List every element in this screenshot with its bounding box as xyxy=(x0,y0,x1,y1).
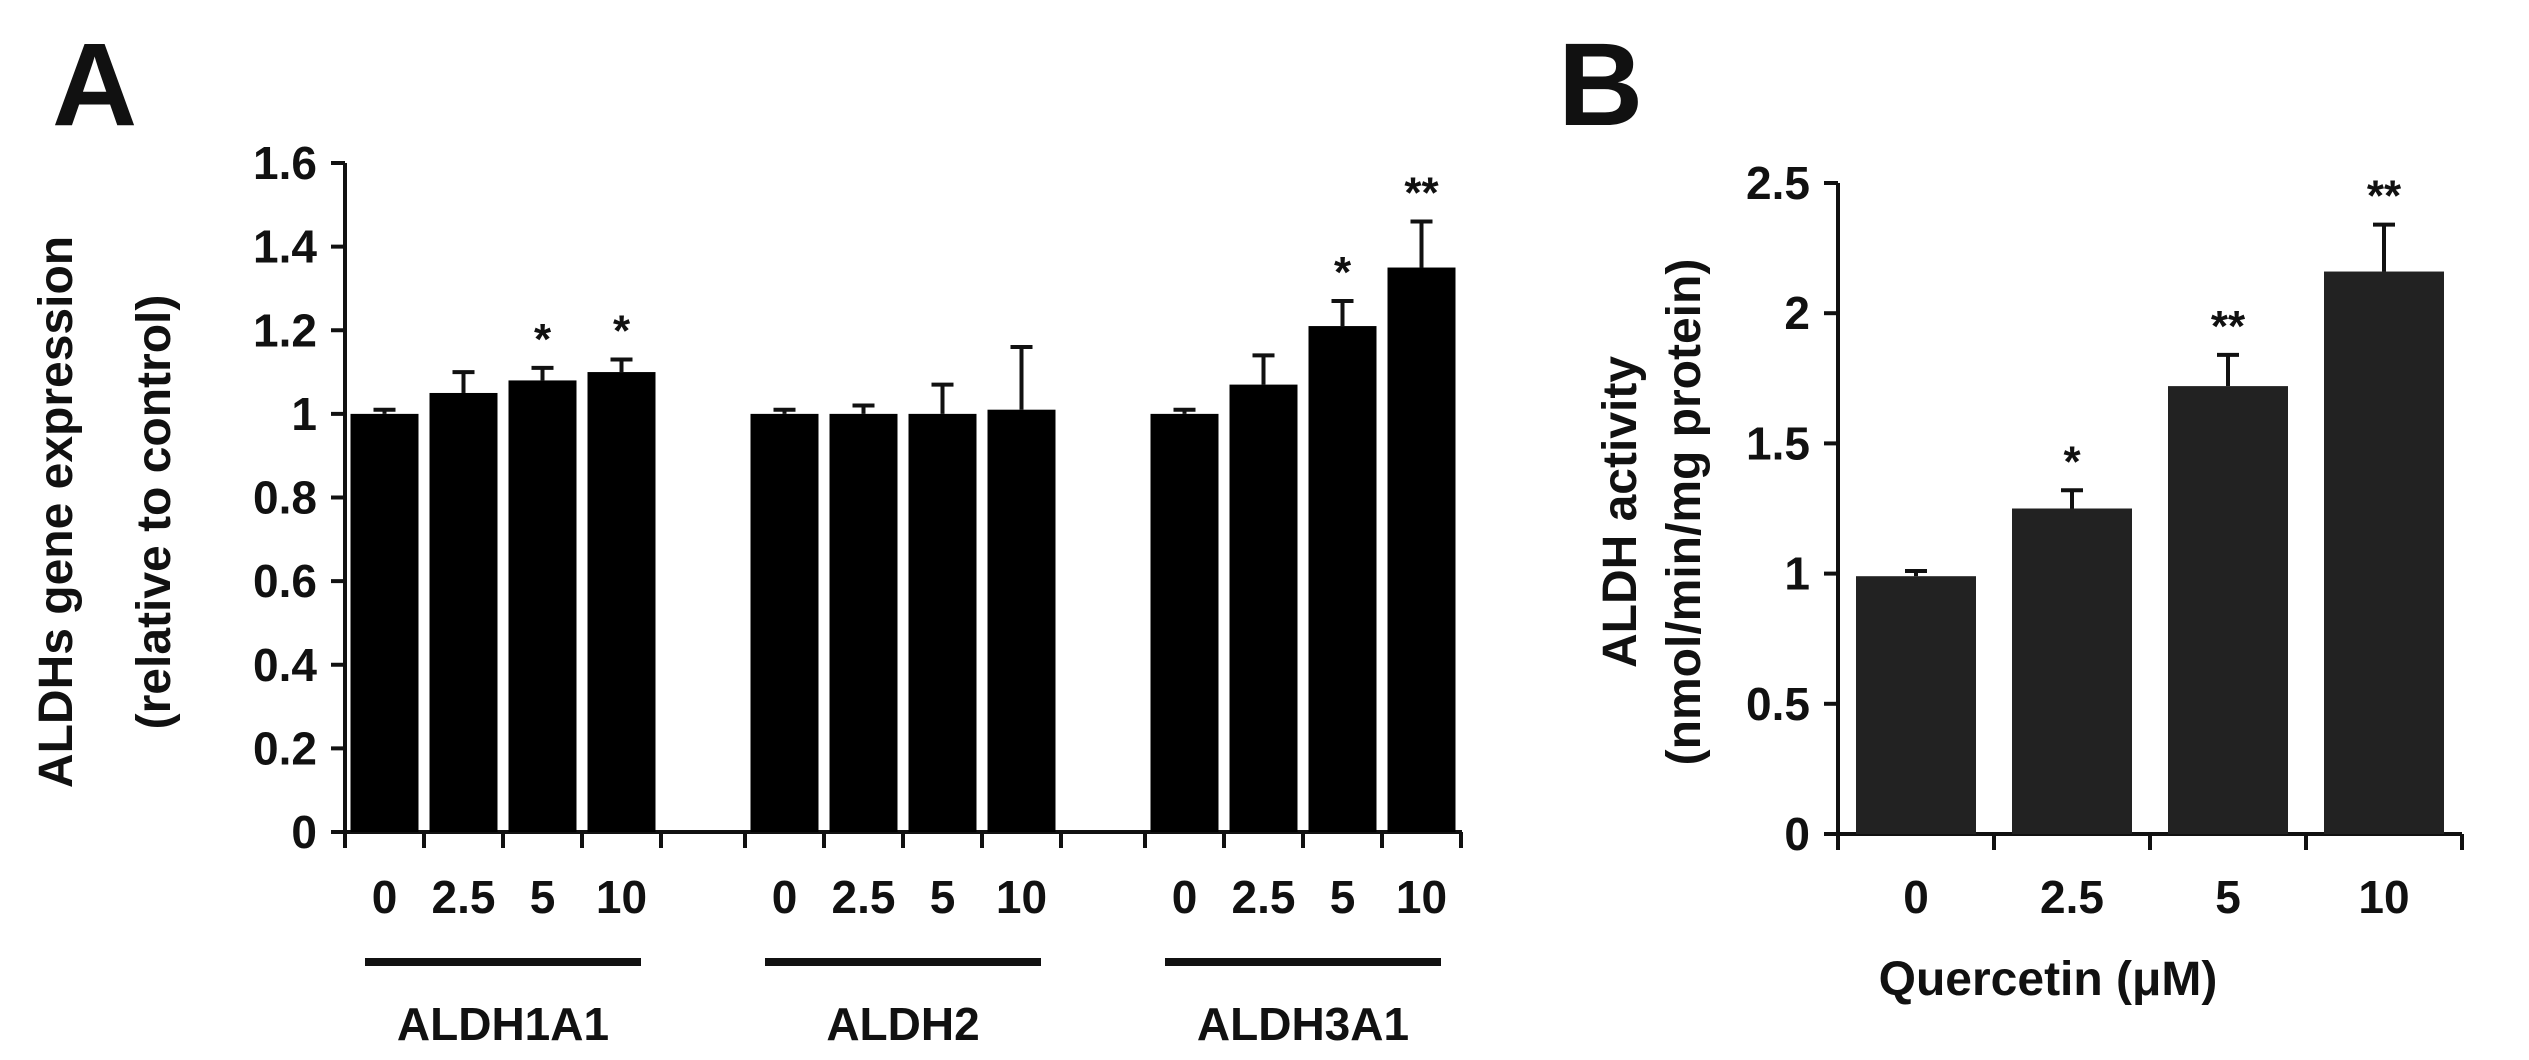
chart-a-bar xyxy=(587,372,656,832)
chart-a-significance: ** xyxy=(1404,169,1439,218)
chart-a-bars: * **** xyxy=(350,169,1456,832)
chart-b-ytick-label: 2.5 xyxy=(1746,157,1810,209)
chart-a-xtick-label: 10 xyxy=(596,871,647,923)
chart-a-group-label: ALDH2 xyxy=(826,998,979,1050)
chart-a-ytick-label: 1 xyxy=(291,388,317,440)
chart-a-ytick-label: 0.4 xyxy=(253,639,317,691)
chart-a-bar xyxy=(1308,326,1377,832)
chart-b-xtick-label: 2.5 xyxy=(2040,871,2104,923)
chart-a-xtick-label: 0 xyxy=(372,871,398,923)
chart-a-ylabel-line2: (relative to control) xyxy=(128,295,181,730)
chart-a-xtick-label: 2.5 xyxy=(832,871,896,923)
chart-b-xlabel: Quercetin (μM) xyxy=(1879,953,2218,1006)
chart-a-xtick-label: 2.5 xyxy=(1232,871,1296,923)
chart-a-ylabel: ALDHs gene expression (relative to contr… xyxy=(30,236,181,788)
chart-b-xtick-label: 5 xyxy=(2215,871,2241,923)
chart-a-bar xyxy=(750,413,819,832)
panel-a-letter: A xyxy=(52,19,137,151)
chart-a-ytick-label: 0 xyxy=(291,806,317,858)
chart-b-xtick-label: 10 xyxy=(2358,871,2409,923)
chart-a-bar xyxy=(350,413,419,832)
chart-a-ytick-label: 0.8 xyxy=(253,472,317,524)
chart-a-bar xyxy=(1387,267,1456,832)
panel-b-letter: B xyxy=(1558,19,1643,151)
chart-a-xtick-label: 5 xyxy=(530,871,556,923)
chart-a-bar xyxy=(1150,413,1219,832)
chart-b-ylabel-line2: (nmol/min/mg protein) xyxy=(1658,259,1711,766)
chart-a-significance: * xyxy=(1334,248,1352,297)
chart-a-bar xyxy=(1229,384,1298,832)
chart-a-ylabel-line1: ALDHs gene expression xyxy=(30,236,83,788)
chart-a-xtick-label: 5 xyxy=(930,871,956,923)
chart-b-significance: ** xyxy=(2367,172,2402,221)
chart-a-ytick-label: 1.2 xyxy=(253,304,317,356)
chart-b-ylabel-line1: ALDH activity xyxy=(1594,356,1647,668)
chart-b-bars: ***** xyxy=(1856,172,2444,834)
chart-a-xtick-label: 2.5 xyxy=(432,871,496,923)
chart-a-ytick-label: 1.4 xyxy=(253,221,317,273)
chart-a-bar xyxy=(508,380,577,832)
chart-a-significance: * xyxy=(613,307,631,356)
chart-b-ylabel: ALDH activity (nmol/min/mg protein) xyxy=(1594,259,1711,766)
chart-a-bar xyxy=(987,409,1056,832)
chart-a-bar xyxy=(829,413,898,832)
chart-a-significance: * xyxy=(534,315,552,364)
chart-b-bar xyxy=(2324,271,2444,834)
chart-b-ytick-label: 1 xyxy=(1784,548,1810,600)
chart-a-xtick-label: 10 xyxy=(1396,871,1447,923)
chart-b-ytick-label: 2 xyxy=(1784,287,1810,339)
chart-a-xtick-label: 0 xyxy=(772,871,798,923)
chart-b-bar xyxy=(1856,576,1976,834)
chart-a-axes: 0 0.2 0.4 0.6 0.8 1 1.2 1.4 1.6 0 2.5 5 10 ALDH1A1 0 2.… xyxy=(253,137,1463,1050)
chart-a-xtick-label: 5 xyxy=(1330,871,1356,923)
chart-a-xtick-label: 0 xyxy=(1172,871,1198,923)
chart-b-ytick-label: 0 xyxy=(1784,808,1810,860)
chart-a-ytick-label: 1.6 xyxy=(253,137,317,189)
chart-a-group-label: ALDH1A1 xyxy=(397,998,609,1050)
chart-b-significance: * xyxy=(2063,437,2081,486)
chart-a-group-label: ALDH3A1 xyxy=(1197,998,1409,1050)
chart-b-significance: ** xyxy=(2211,302,2246,351)
chart-a-ytick-label: 0.2 xyxy=(253,722,317,774)
chart-a-bar xyxy=(429,392,498,832)
chart-b-ytick-label: 0.5 xyxy=(1746,678,1810,730)
chart-b-ytick-label: 1.5 xyxy=(1746,417,1810,469)
chart-b-bar xyxy=(2012,508,2132,834)
chart-a-bar xyxy=(908,413,977,832)
chart-a-ytick-label: 0.6 xyxy=(253,555,317,607)
chart-b-xtick-label: 0 xyxy=(1903,871,1929,923)
chart-b-bar xyxy=(2168,386,2288,834)
chart-a-xtick-label: 10 xyxy=(996,871,1047,923)
